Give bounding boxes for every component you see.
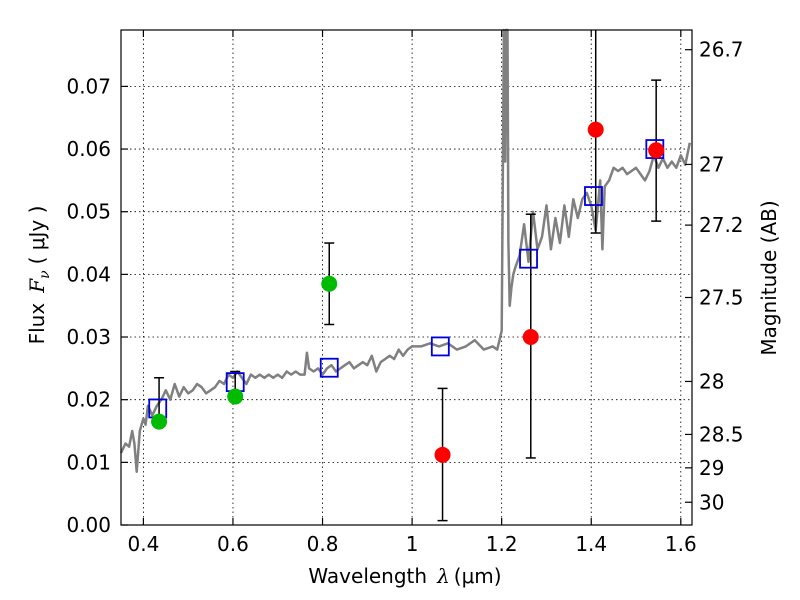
- y-axis-label: FluxFν( μJy ): [25, 206, 53, 345]
- y-tick-label-0: 0.00: [66, 513, 111, 537]
- y2-axis-label: Magnitude (AB): [757, 200, 781, 355]
- grid: [121, 30, 692, 526]
- model-box-5: [584, 186, 603, 206]
- mag-tick-label-7: 30: [699, 490, 724, 514]
- y-tick-label-4: 0.04: [66, 262, 111, 286]
- x-axis-label: Wavelength λ (μm): [308, 564, 501, 588]
- y-tick-label-6: 0.06: [66, 137, 111, 161]
- mag-tick-label-2: 27.2: [699, 213, 744, 237]
- model-photometry-boxes: [148, 139, 665, 419]
- y-tick-label-1: 0.01: [66, 450, 111, 474]
- x-tick-label-6: 1.6: [665, 532, 697, 556]
- observed-points: [151, 121, 665, 463]
- y-tick-label-2: 0.02: [66, 388, 111, 412]
- x-tick-label-4: 1.2: [486, 532, 518, 556]
- y-tick-label-3: 0.03: [66, 325, 111, 349]
- red-point-2: [587, 121, 604, 138]
- axis-ticks: [121, 30, 692, 526]
- model-box-3: [430, 336, 450, 357]
- model-box-4: [519, 248, 538, 269]
- plot-frame: [120, 29, 693, 526]
- mag-tick-label-3: 27.5: [699, 286, 744, 310]
- x-tick-label-1: 0.6: [217, 532, 249, 556]
- model-spectrum-line: [119, 28, 692, 473]
- green-point-1: [227, 388, 244, 405]
- x-tick-label-3: 1: [406, 532, 419, 556]
- mag-tick-label-0: 26.7: [699, 38, 744, 62]
- mag-tick-label-4: 28: [699, 369, 724, 393]
- model-box-2: [319, 357, 339, 378]
- magnitude-tick-labels: 26.7 27 27.2 27.5 28 28.5 29 30: [699, 38, 744, 515]
- x-tick-label-5: 1.4: [575, 532, 607, 556]
- mag-tick-label-5: 28.5: [699, 422, 744, 446]
- red-point-3: [648, 142, 665, 159]
- green-point-2: [321, 275, 338, 292]
- red-point-1: [522, 329, 539, 346]
- y-tick-label-5: 0.05: [66, 200, 111, 224]
- mag-tick-label-6: 29: [699, 456, 724, 480]
- y-tick-labels: 0.00 0.01 0.02 0.03 0.04 0.05 0.06 0.07: [66, 74, 111, 537]
- x-tick-label-0: 0.4: [127, 532, 159, 556]
- x-tick-labels: 0.4 0.6 0.8 1 1.2 1.4 1.6: [127, 532, 696, 556]
- mag-tick-label-1: 27: [699, 152, 724, 176]
- red-point-0: [434, 446, 451, 463]
- x-tick-label-2: 0.8: [307, 532, 339, 556]
- green-point-0: [151, 413, 168, 430]
- y-tick-label-7: 0.07: [66, 74, 111, 98]
- errorbars: [154, 30, 662, 522]
